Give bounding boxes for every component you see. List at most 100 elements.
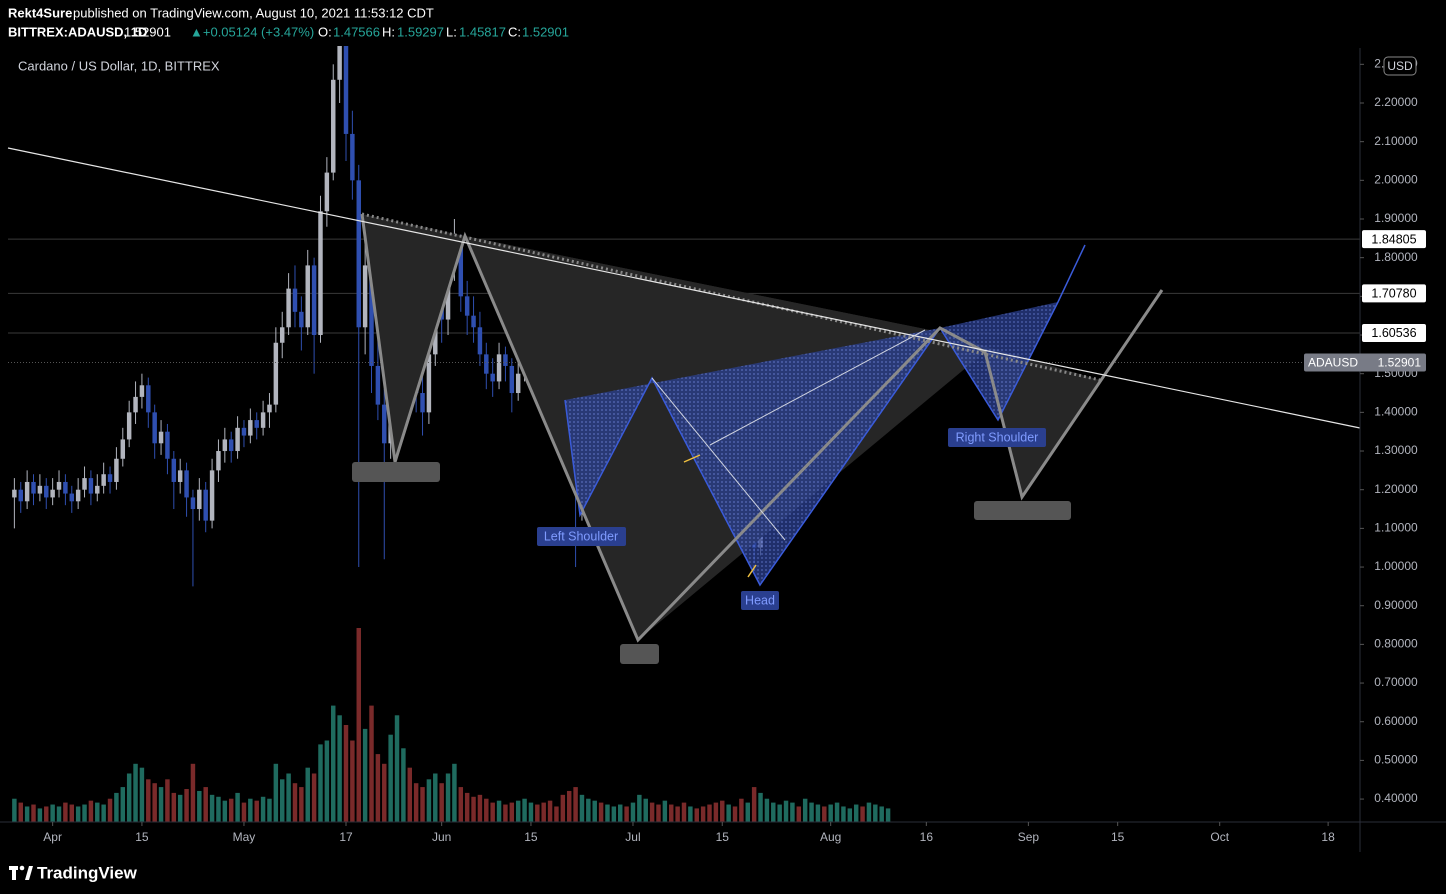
- volume-bar: [783, 800, 789, 822]
- candle-body: [286, 288, 291, 328]
- candle-body: [279, 327, 285, 343]
- candle-body: [254, 420, 259, 428]
- x-tick-label: 15: [716, 830, 730, 844]
- volume-bar: [209, 794, 215, 822]
- volume-bar: [611, 806, 617, 822]
- candle-body: [165, 431, 170, 459]
- ohlc-value: 1.45817: [459, 24, 506, 39]
- x-tick-label: 17: [339, 830, 353, 844]
- neckline: [361, 212, 1101, 382]
- candle-body: [75, 489, 81, 502]
- candle-body: [496, 354, 502, 382]
- volume-bar: [751, 787, 757, 822]
- x-tick-label: 15: [135, 830, 149, 844]
- candle-body: [273, 342, 279, 405]
- volume-bar: [56, 806, 62, 822]
- volume-bar: [356, 628, 361, 822]
- y-tick-label: 2.20000: [1374, 95, 1418, 109]
- ohlc-value: 1.47566: [333, 24, 380, 39]
- volume-bar: [152, 783, 157, 822]
- volume-bar: [515, 800, 521, 822]
- candle-body: [50, 489, 55, 498]
- last-price-value: 1.52901: [1378, 356, 1422, 370]
- candle-body: [350, 133, 355, 181]
- volume-bar: [464, 792, 470, 822]
- candle-body: [311, 265, 317, 336]
- candle-body: [146, 385, 151, 413]
- ohlc-value: 1.52901: [522, 24, 569, 39]
- candle-body: [477, 327, 483, 355]
- chart-title: Cardano / US Dollar, 1D, BITTREX: [18, 58, 220, 73]
- volume-bar: [158, 787, 164, 822]
- candle-body: [235, 427, 240, 452]
- volume-bar: [394, 715, 400, 822]
- candle-body: [24, 481, 30, 502]
- currency-badge: [1383, 56, 1417, 76]
- volume-bar: [177, 794, 183, 822]
- x-tick-label: 16: [920, 830, 934, 844]
- volume-bar: [802, 798, 808, 822]
- volume-bar: [37, 808, 43, 822]
- volume-bar: [331, 705, 336, 822]
- x-tick-label: 15: [524, 830, 538, 844]
- price-tag-label: 1.70780: [1371, 287, 1416, 301]
- volume-bar: [617, 804, 623, 822]
- candle-body: [260, 412, 266, 428]
- symbol: BITTREX:ADAUSD, 1D: [8, 24, 147, 39]
- y-tick-label: 1.40000: [1374, 405, 1418, 419]
- candle-body: [337, 25, 342, 80]
- x-tick-label: May: [233, 830, 256, 844]
- harmonic-pattern: [940, 302, 1058, 420]
- volume-bar: [694, 808, 699, 822]
- candle-body: [241, 427, 247, 436]
- y-tick-label: 2.00000: [1374, 173, 1418, 187]
- volume-bar: [841, 806, 846, 822]
- volume-bar: [885, 808, 891, 822]
- volume-bar: [503, 804, 508, 822]
- volume-bar: [375, 754, 381, 822]
- volume-bar: [605, 804, 610, 822]
- volume-bar: [107, 798, 113, 822]
- volume-bar: [713, 802, 719, 822]
- volume-bar: [726, 804, 731, 822]
- volume-bar: [688, 806, 693, 822]
- volume-bar: [745, 802, 751, 822]
- candle-body: [114, 458, 119, 482]
- pattern-line: [360, 213, 1164, 643]
- volume-bar: [350, 740, 355, 822]
- y-tick-label: 2.10000: [1374, 134, 1418, 148]
- candle-body: [197, 489, 202, 510]
- candle-body: [12, 489, 17, 498]
- volume-bar: [190, 763, 196, 822]
- candle-body: [216, 451, 221, 471]
- volume-bar: [573, 787, 578, 822]
- candle-body: [177, 470, 183, 482]
- ohlc-label: O:: [318, 24, 332, 39]
- candle-body: [158, 431, 164, 444]
- volume-bar: [50, 804, 55, 822]
- candle-body: [292, 288, 298, 312]
- volume-bar: [834, 802, 840, 822]
- candle-body: [299, 311, 304, 328]
- volume-bar: [139, 767, 145, 822]
- x-tick-label: 15: [1111, 830, 1125, 844]
- volume-bar: [522, 798, 527, 822]
- trend-line: [709, 329, 926, 446]
- volume-bar: [292, 783, 298, 822]
- candle-body: [120, 439, 126, 459]
- volume-bar: [305, 767, 310, 822]
- volume-bar: [235, 792, 240, 822]
- x-tick-label: Jul: [625, 830, 640, 844]
- candle-body: [420, 393, 425, 413]
- candle-body: [69, 493, 75, 502]
- volume-bar: [496, 800, 502, 822]
- volume-bar: [598, 802, 604, 822]
- author: Rekt4Sure: [8, 5, 72, 20]
- volume-bar: [579, 794, 585, 822]
- volume-bar: [413, 783, 419, 822]
- volume-bar: [44, 806, 49, 822]
- candle-body: [95, 485, 100, 494]
- last-price: 1.52901: [124, 24, 171, 39]
- candle-body: [362, 265, 368, 328]
- y-tick-label: 0.50000: [1374, 753, 1418, 767]
